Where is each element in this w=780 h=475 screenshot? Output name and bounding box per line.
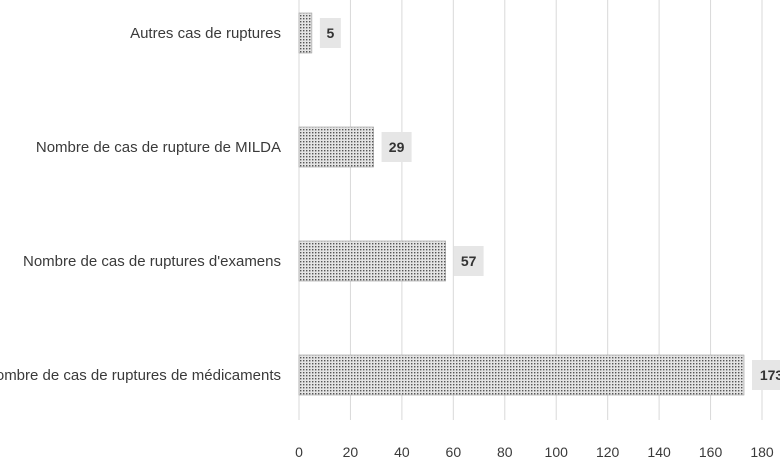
- category-label: Autres cas de ruptures: [130, 25, 281, 42]
- data-label: 57: [461, 253, 477, 269]
- x-tick-label: 20: [343, 444, 359, 460]
- x-tick-label: 160: [699, 444, 723, 460]
- data-label: 29: [389, 139, 405, 155]
- x-tick-label: 40: [394, 444, 410, 460]
- data-label-bg: [453, 246, 484, 276]
- category-label: Nombre de cas de rupture de MILDA: [36, 139, 281, 156]
- category-labels: Autres cas de ruptures Nombre de cas de r…: [0, 25, 281, 384]
- x-tick-label: 0: [295, 444, 303, 460]
- x-tick-label: 60: [446, 444, 462, 460]
- bar: [298, 354, 745, 396]
- category-label: Nombre de cas de ruptures d'examens: [23, 253, 281, 270]
- x-tick-label: 180: [750, 444, 774, 460]
- x-tick-label: 120: [596, 444, 620, 460]
- gridlines: [298, 0, 763, 420]
- bar: [298, 126, 374, 168]
- x-tick-label: 100: [545, 444, 569, 460]
- bar: [298, 240, 446, 282]
- bar: [298, 12, 313, 54]
- category-label: Nombre de cas de ruptures de médicaments: [0, 367, 281, 384]
- bars: [298, 12, 745, 396]
- x-axis-ticks: 0 20 40 60 80 100 120 140 160 180: [295, 444, 774, 460]
- data-label-bg: [751, 360, 780, 390]
- data-label-bg: [319, 18, 341, 48]
- data-label: 173: [760, 367, 780, 383]
- data-labels: 5 29 57 173: [319, 18, 780, 390]
- x-tick-label: 80: [497, 444, 513, 460]
- data-label: 5: [326, 25, 334, 41]
- x-tick-label: 140: [647, 444, 671, 460]
- data-label-bg: [381, 132, 412, 162]
